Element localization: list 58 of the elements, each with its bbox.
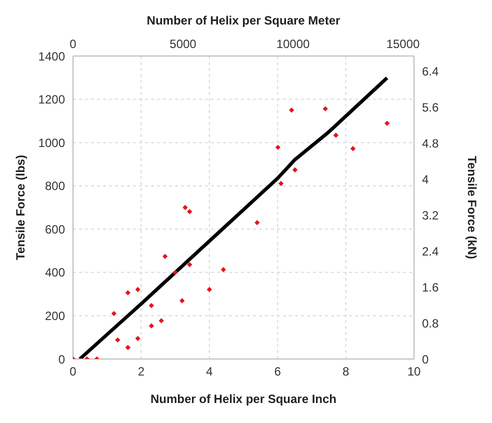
- y-tick-label: 200: [44, 308, 66, 323]
- y2-tick-label: 0: [422, 352, 429, 366]
- point: [288, 108, 294, 113]
- y2-tick-label: 0.8: [422, 316, 440, 330]
- line-series: [78, 76, 389, 359]
- y-tick-label: 400: [44, 266, 66, 280]
- y-tick-label: 800: [44, 179, 66, 194]
- point: [135, 286, 140, 292]
- point: [148, 323, 154, 328]
- y2-tick-label: 6.4: [422, 64, 440, 79]
- point: [220, 267, 226, 272]
- point: [162, 254, 168, 260]
- x-tick-label: 4: [206, 364, 214, 379]
- y2-axis-title: Tensile Force (kN): [464, 156, 479, 260]
- y2-tick-label: 3.2: [422, 208, 440, 222]
- point: [125, 344, 130, 350]
- point: [333, 132, 339, 138]
- x2-tick-label: 0: [70, 37, 77, 51]
- x-tick-label: 0: [70, 364, 77, 379]
- x2-tick-label: 15000: [386, 37, 420, 51]
- point: [115, 337, 120, 343]
- y2-tick-label: 1.6: [422, 280, 440, 294]
- point: [111, 310, 117, 316]
- y-tick-label: 1400: [38, 49, 66, 64]
- point: [292, 167, 298, 172]
- x2-tick-label: 10000: [276, 37, 310, 51]
- point: [187, 262, 192, 268]
- y-tick-label: 600: [44, 222, 66, 236]
- y2-tick-label: 5.6: [422, 100, 440, 115]
- point: [172, 270, 178, 276]
- point: [158, 318, 164, 324]
- point: [275, 144, 281, 150]
- point: [148, 302, 154, 308]
- x2-tick-label: 5000: [170, 37, 197, 51]
- point: [125, 290, 130, 296]
- point: [182, 204, 188, 210]
- y2-tick-label: 4: [422, 172, 429, 186]
- point: [180, 298, 185, 304]
- point: [350, 146, 356, 152]
- y-tick-label: 0: [58, 352, 66, 366]
- point: [278, 180, 284, 186]
- y-tick-label: 1000: [38, 136, 66, 150]
- x-axis-title: Number of Helix per Square Inch: [150, 392, 337, 406]
- x-tick-label: 8: [342, 364, 350, 379]
- x-tick-label: 2: [138, 364, 145, 379]
- point: [206, 286, 212, 292]
- x-tick-label: 6: [274, 364, 282, 379]
- point: [187, 209, 192, 214]
- point: [322, 106, 328, 112]
- y-tick-label: 1200: [38, 92, 66, 107]
- y2-tick-label: 4.8: [422, 136, 440, 150]
- x2-axis-title: Number of Helix per Square Meter: [146, 14, 341, 28]
- x-tick-label: 10: [407, 364, 421, 379]
- y2-tick-label: 2.4: [422, 244, 440, 258]
- point: [384, 120, 390, 126]
- point: [254, 220, 260, 226]
- y-axis-title: Tensile Force (lbs): [13, 154, 28, 260]
- point: [135, 336, 140, 342]
